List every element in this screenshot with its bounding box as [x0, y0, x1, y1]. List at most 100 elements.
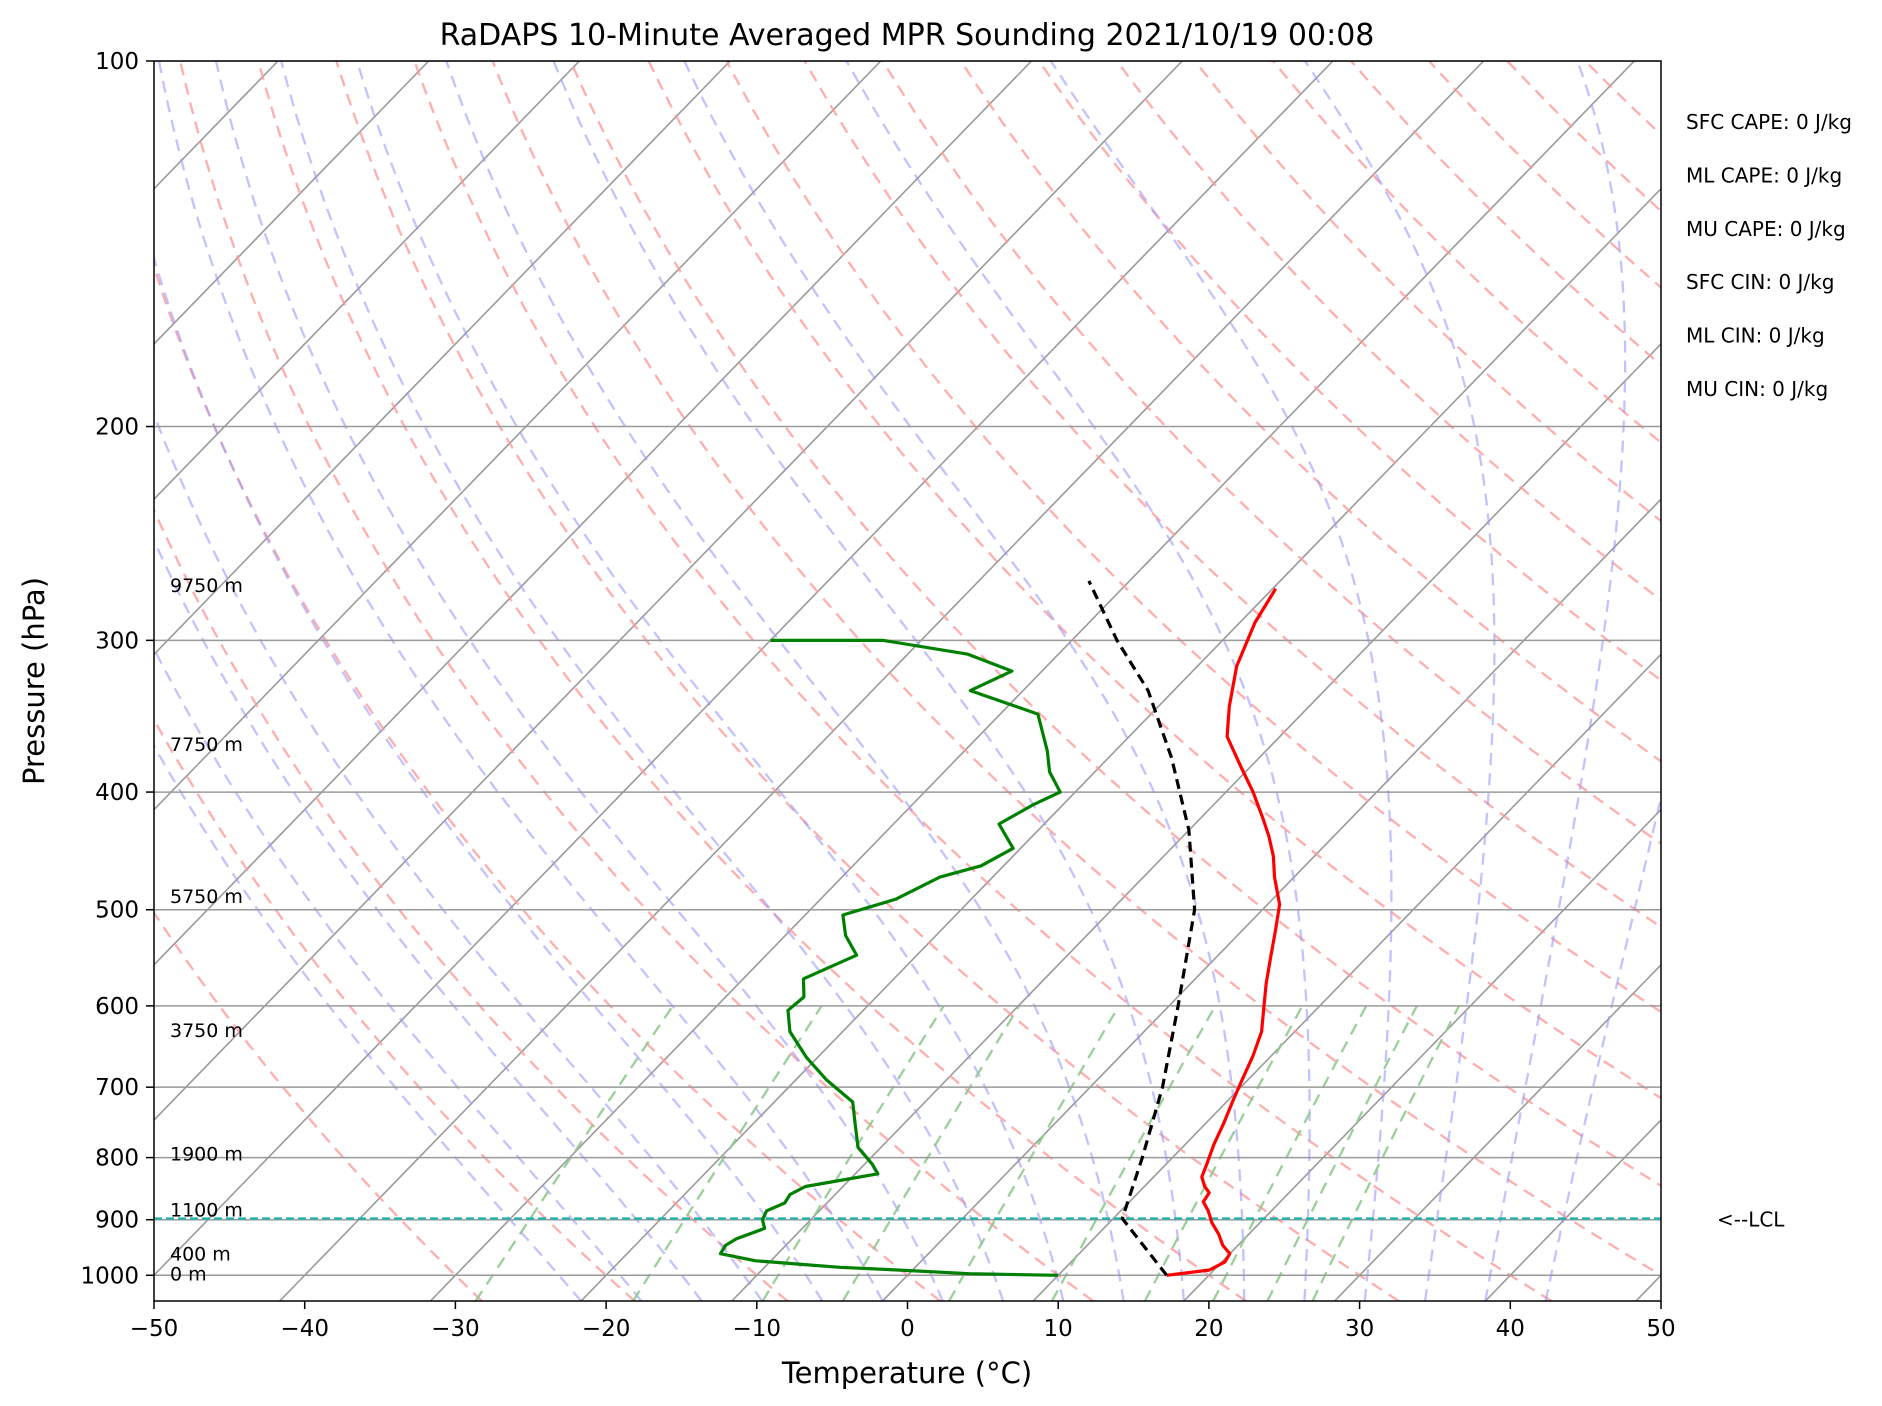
- x-tick-label: 20: [1194, 1316, 1223, 1342]
- lcl-label: <--LCL: [1717, 1208, 1785, 1232]
- x-tick-label: −40: [280, 1316, 329, 1342]
- dry-adiabat-line: [335, 61, 1400, 1301]
- height-label: 9750 m: [170, 575, 243, 597]
- moist-adiabat-line: [1484, 61, 1627, 1301]
- moist-adiabat-line: [214, 61, 944, 1301]
- dry-adiabat-line: [569, 61, 1661, 1188]
- index-label: MU CIN: 0 J/kg: [1686, 377, 1828, 401]
- dry-adiabat-line: [257, 61, 1247, 1301]
- index-label: MU CAPE: 0 J/kg: [1686, 217, 1846, 241]
- isotherm-line: [279, 61, 1485, 1301]
- dry-adiabat-line: [1663, 61, 1882, 1301]
- dry-adiabat-line: [959, 61, 1661, 763]
- moist-adiabat-line: [845, 61, 1311, 1301]
- mixing-ratio-line: [1311, 1005, 1461, 1301]
- y-axis-label: Pressure (hPa): [17, 577, 51, 785]
- height-label: 5750 m: [170, 886, 243, 908]
- moist-adiabat-line: [157, 61, 884, 1301]
- isotherm-line: [154, 61, 882, 811]
- y-tick-label: 300: [95, 628, 139, 654]
- x-tick-label: 10: [1044, 1316, 1073, 1342]
- x-tick-label: −20: [582, 1316, 631, 1342]
- isotherm-line: [1635, 1274, 1661, 1301]
- parcel-profile-line: [1087, 580, 1197, 1277]
- x-tick-label: 30: [1345, 1316, 1374, 1342]
- isotherm-line: [154, 61, 731, 656]
- mixing-ratio-line: [632, 1005, 823, 1301]
- index-label: ML CAPE: 0 J/kg: [1686, 163, 1842, 187]
- dry-adiabat-line: [154, 910, 483, 1301]
- dry-adiabat-line: [803, 61, 1661, 929]
- x-tick-label: 0: [900, 1316, 915, 1342]
- height-label: 1100 m: [170, 1200, 243, 1222]
- y-tick-label: 400: [95, 780, 139, 806]
- dry-adiabat-line: [1194, 61, 1661, 523]
- moist-adiabat-line: [1544, 793, 1661, 1301]
- dry-adiabat-line: [413, 61, 1553, 1301]
- isotherm-line: [154, 61, 1183, 1122]
- dry-adiabat-line: [179, 61, 1094, 1301]
- y-tick-label: 800: [95, 1146, 139, 1172]
- dry-adiabat-line: [647, 61, 1661, 1100]
- y-tick-label: 500: [95, 898, 139, 924]
- dry-adiabat-line: [881, 61, 1661, 846]
- moist-adiabat-line: [683, 61, 1246, 1301]
- index-label: SFC CIN: 0 J/kg: [1686, 270, 1834, 294]
- dry-adiabat-line: [154, 263, 942, 1301]
- isotherm-line: [1183, 808, 1661, 1301]
- x-tick-label: −10: [733, 1316, 782, 1342]
- moist-adiabat-line: [1049, 61, 1393, 1301]
- height-label: 3750 m: [170, 1020, 243, 1042]
- moist-adiabat-line: [154, 411, 763, 1301]
- mixing-ratio-line: [1050, 1005, 1217, 1301]
- index-label: SFC CAPE: 0 J/kg: [1686, 110, 1852, 134]
- y-tick-label: 1000: [80, 1263, 139, 1289]
- isotherm-line: [154, 61, 1334, 1277]
- isotherm-line: [1334, 963, 1661, 1301]
- mixing-ratio-line: [761, 1005, 945, 1301]
- chart-title: RaDAPS 10-Minute Averaged MPR Sounding 2…: [440, 18, 1375, 53]
- dry-adiabat-line: [491, 61, 1661, 1277]
- isotherm-line: [154, 61, 580, 501]
- moist-adiabat-line: [552, 61, 1186, 1301]
- x-tick-label: −30: [431, 1316, 480, 1342]
- isotherm-line: [580, 187, 1661, 1301]
- isotherm-line: [154, 61, 430, 346]
- y-tick-label: 200: [95, 415, 139, 441]
- moist-adiabat-line: [154, 743, 582, 1301]
- mixing-ratio-line: [841, 1005, 1021, 1301]
- dry-adiabat-line: [1584, 61, 1661, 137]
- moist-adiabat-line: [154, 537, 703, 1301]
- dry-adiabat-line: [1037, 61, 1661, 682]
- isotherm-line: [1484, 1118, 1661, 1301]
- y-tick-label: 700: [95, 1075, 139, 1101]
- height-label: 400 m: [170, 1244, 231, 1266]
- mixing-ratio-line: [1266, 1005, 1418, 1301]
- plot-frame: [153, 60, 1662, 1302]
- x-tick-label: 50: [1646, 1316, 1675, 1342]
- isotherm-line: [1787, 61, 1882, 1301]
- temperature-profile-line: [1166, 587, 1282, 1277]
- dry-adiabat-line: [1428, 61, 1661, 290]
- x-axis-label: Temperature (°C): [781, 1356, 1032, 1390]
- mixing-ratio-line: [1143, 1005, 1304, 1301]
- height-label: 0 m: [170, 1264, 207, 1286]
- isotherm-line: [429, 61, 1635, 1301]
- dry-adiabat-line: [1506, 61, 1661, 213]
- moist-adiabat-line: [355, 61, 1065, 1301]
- dry-adiabat-line: [1115, 61, 1661, 602]
- mixing-ratio-line: [474, 1005, 674, 1301]
- dry-adiabat-line: [725, 61, 1661, 1014]
- moist-adiabat-line: [1304, 61, 1496, 1301]
- height-label: 7750 m: [170, 734, 243, 756]
- moist-adiabat-line: [280, 61, 1005, 1301]
- isotherm-line: [154, 61, 1033, 966]
- moist-adiabat-line: [154, 254, 824, 1301]
- y-tick-label: 900: [95, 1208, 139, 1234]
- index-label: ML CIN: 0 J/kg: [1686, 324, 1825, 348]
- x-tick-label: 40: [1496, 1316, 1525, 1342]
- isotherm-line: [1032, 653, 1661, 1301]
- y-tick-label: 600: [95, 994, 139, 1020]
- isotherm-line: [881, 498, 1661, 1301]
